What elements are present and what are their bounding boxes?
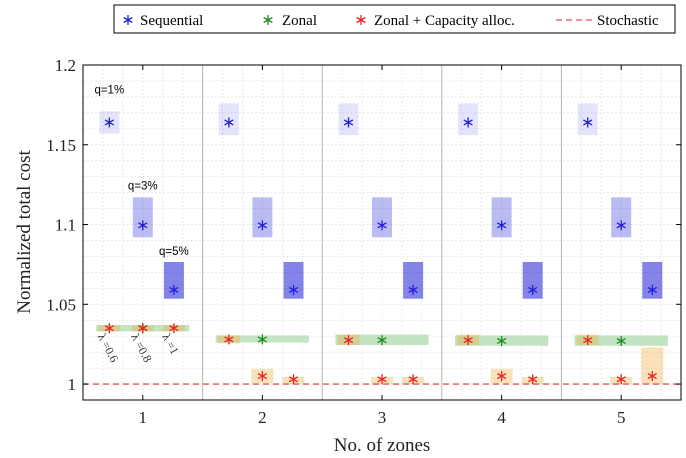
zonal-marker bbox=[616, 335, 626, 346]
legend-marker-sequential bbox=[123, 15, 133, 25]
q-label: q=5% bbox=[159, 246, 189, 258]
zonal-marker bbox=[257, 334, 268, 345]
sequential-marker bbox=[408, 284, 418, 295]
sequential-range-band bbox=[491, 197, 512, 238]
y-tick-label: 1.1 bbox=[55, 216, 76, 235]
capacity-marker bbox=[288, 374, 299, 385]
sequential-range-band bbox=[522, 262, 543, 299]
y-tick-label: 1 bbox=[68, 375, 77, 394]
sequential-range-band bbox=[642, 262, 663, 299]
zonal-marker bbox=[377, 335, 387, 346]
sequential-marker bbox=[257, 220, 268, 231]
data-markers bbox=[104, 117, 657, 385]
sequential-marker bbox=[138, 220, 148, 231]
x-axis-label: No. of zones bbox=[334, 435, 431, 456]
legend-item-sequential: Sequential bbox=[123, 13, 203, 29]
y-axis-label: Normalized total cost bbox=[14, 150, 35, 314]
sequential-marker bbox=[528, 284, 538, 295]
sequential-marker bbox=[583, 117, 593, 128]
x-tick-label: 5 bbox=[617, 408, 626, 427]
capacity-marker bbox=[616, 374, 626, 385]
sequential-marker bbox=[377, 220, 387, 231]
sequential-marker bbox=[224, 117, 234, 128]
legend-marker-zonal bbox=[263, 15, 273, 25]
sequential-range-band bbox=[611, 197, 632, 238]
capacity-range-band bbox=[641, 347, 664, 385]
legend-star-zonal bbox=[263, 15, 273, 25]
sequential-marker bbox=[647, 284, 657, 295]
x-axis-ticks: 1 2 3 4 5 bbox=[139, 65, 626, 427]
capacity-marker bbox=[583, 335, 593, 346]
legend-star-sequential bbox=[123, 15, 133, 25]
legend-item-stochastic: Stochastic bbox=[556, 13, 659, 29]
x-tick-label: 2 bbox=[258, 408, 267, 427]
q-label: q=1% bbox=[94, 85, 124, 97]
zone-separators bbox=[202, 65, 562, 400]
legend-label-sequential: Sequential bbox=[140, 13, 203, 29]
legend-label-zonal-capacity: Zonal + Capacity alloc. bbox=[374, 13, 515, 29]
x-tick-label: 3 bbox=[378, 408, 387, 427]
capacity-marker bbox=[647, 371, 657, 382]
capacity-marker bbox=[224, 334, 234, 345]
sequential-range-band bbox=[163, 262, 184, 299]
sequential-marker bbox=[169, 284, 179, 295]
legend-marker-zonal-capacity bbox=[356, 15, 366, 25]
x-tick-label: 4 bbox=[497, 408, 506, 427]
sequential-marker bbox=[288, 284, 299, 295]
q-label: q=3% bbox=[128, 180, 158, 192]
capacity-marker bbox=[138, 323, 148, 334]
sequential-marker bbox=[496, 220, 507, 231]
capacity-marker bbox=[377, 374, 387, 385]
sequential-marker bbox=[616, 220, 626, 231]
sequential-marker bbox=[104, 117, 114, 128]
capacity-marker bbox=[257, 371, 268, 382]
legend-star-zonal-capacity bbox=[356, 15, 366, 25]
capacity-marker bbox=[169, 323, 179, 334]
sequential-range-band bbox=[372, 197, 392, 238]
capacity-marker bbox=[408, 374, 418, 385]
legend-label-stochastic: Stochastic bbox=[597, 13, 659, 29]
y-tick-label: 1.05 bbox=[46, 295, 76, 314]
legend-item-zonal-capacity: Zonal + Capacity alloc. bbox=[356, 13, 515, 29]
x-tick-label: 1 bbox=[139, 408, 148, 427]
sequential-range-band bbox=[252, 197, 273, 238]
y-tick-label: 1.2 bbox=[55, 56, 76, 75]
capacity-marker bbox=[496, 371, 507, 382]
legend: Sequential Zonal Zonal + Capacity alloc.… bbox=[113, 4, 676, 34]
sequential-marker bbox=[343, 117, 354, 128]
capacity-marker bbox=[104, 323, 114, 334]
capacity-marker bbox=[528, 374, 538, 385]
legend-box bbox=[113, 4, 676, 34]
y-tick-label: 1.15 bbox=[46, 136, 76, 155]
capacity-marker bbox=[463, 335, 473, 346]
sequential-range-band bbox=[283, 262, 304, 299]
zonal-marker bbox=[496, 335, 507, 346]
sequential-marker bbox=[463, 117, 473, 128]
sequential-range-band bbox=[403, 262, 424, 299]
y-axis-ticks: 1 1.05 1.1 1.15 1.2 bbox=[46, 56, 681, 394]
legend-label-zonal: Zonal bbox=[282, 13, 317, 29]
legend-item-zonal: Zonal bbox=[263, 13, 317, 29]
sequential-range-band bbox=[132, 197, 153, 238]
capacity-marker bbox=[343, 335, 354, 346]
